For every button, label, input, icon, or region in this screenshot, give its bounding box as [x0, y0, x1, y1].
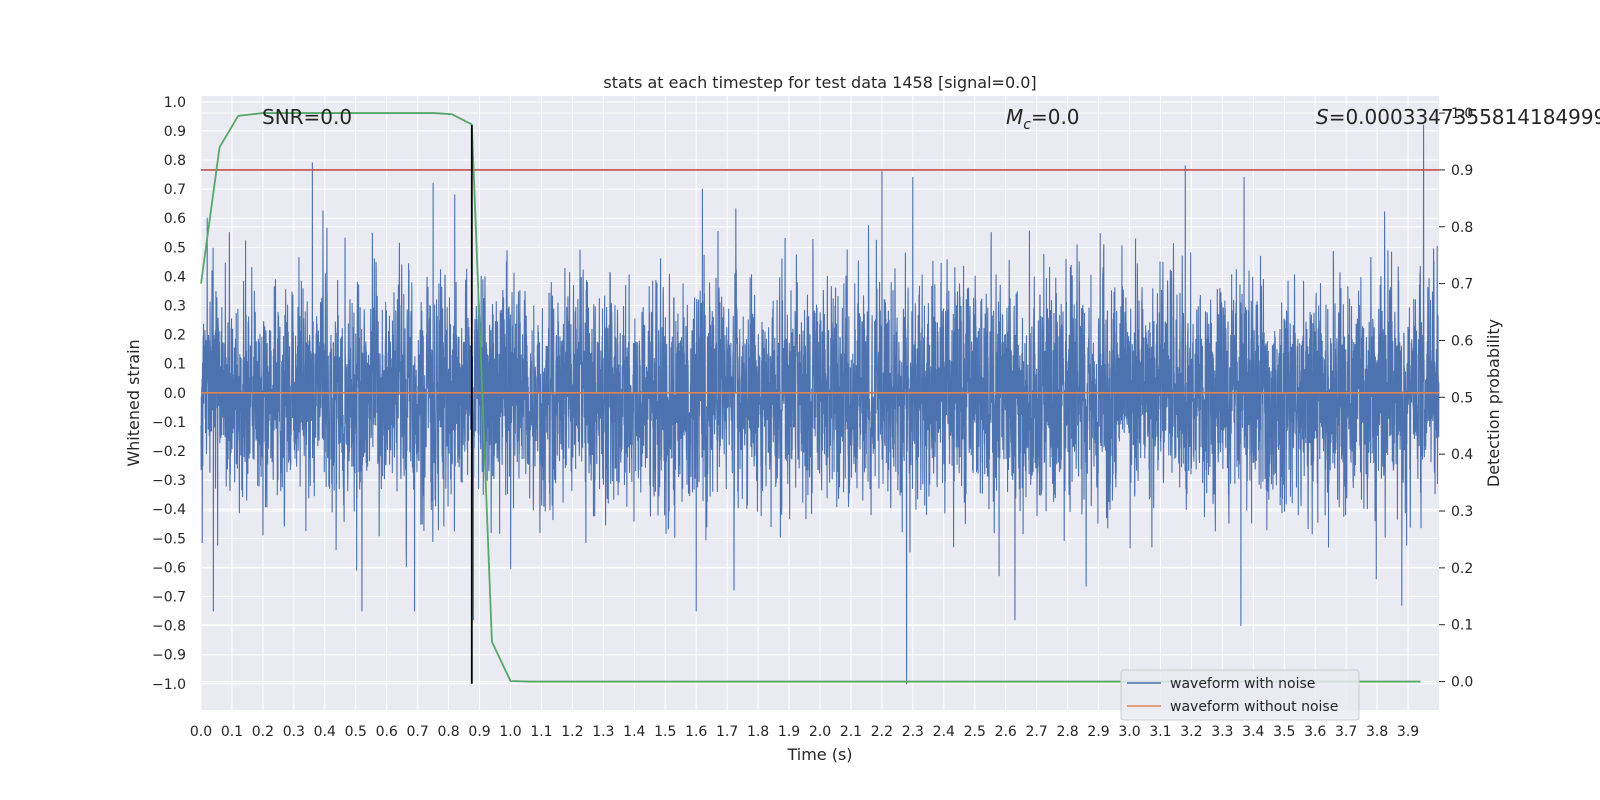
- x-tick-label: 2.7: [1026, 724, 1048, 740]
- x-tick-label: 2.0: [809, 724, 831, 740]
- y-tick-label: −0.1: [152, 415, 186, 431]
- x-tick-label: 0.5: [345, 724, 367, 740]
- x-tick-label: 0.2: [252, 724, 274, 740]
- y-tick-label: −0.6: [152, 560, 186, 576]
- x-tick-label: 2.2: [871, 724, 893, 740]
- x-tick-label: 3.6: [1304, 724, 1326, 740]
- x-tick-label: 1.6: [685, 724, 707, 740]
- x-tick-label: 2.6: [995, 724, 1017, 740]
- x-tick-label: 1.3: [592, 724, 614, 740]
- legend: waveform with noise waveform without noi…: [1120, 669, 1360, 721]
- x-tick-label: 0.7: [407, 724, 429, 740]
- y-tick-label: 0.2: [164, 328, 186, 344]
- y2-tick-label: 0.0: [1451, 675, 1473, 691]
- x-tick-label: 0.0: [190, 724, 212, 740]
- y2-tick-label: 0.4: [1451, 447, 1473, 463]
- y-tick-label: −1.0: [152, 677, 186, 693]
- y2-tick-label: 1.0: [1451, 106, 1473, 122]
- y-tick-label: 0.6: [164, 211, 186, 227]
- x-tick-label: 2.5: [964, 724, 986, 740]
- mc-annotation: Mc=0.0: [1006, 105, 1080, 133]
- x-tick-label: 0.6: [376, 724, 398, 740]
- x-tick-label: 3.8: [1366, 724, 1388, 740]
- legend-box: [1120, 669, 1360, 721]
- x-axis-ticks: 0.0 0.1 0.2 0.3 0.4 0.5 0.6 0.7 0.8 0.9 1.0 1.1 1.2 1…: [190, 724, 1419, 740]
- y2-axis-ticks: 1.0 0.9 0.8 0.7 0.6 0.5 0.4 0.3 0.2 0.1 0.0: [1439, 106, 1473, 691]
- y2-tick-label: 0.3: [1451, 504, 1473, 520]
- y-tick-label: 0.0: [164, 386, 186, 402]
- y2-tick-label: 0.9: [1451, 163, 1473, 179]
- y-tick-label: 0.1: [164, 357, 186, 373]
- x-tick-label: 2.3: [902, 724, 924, 740]
- x-tick-label: 0.1: [221, 724, 243, 740]
- x-tick-label: 1.5: [654, 724, 676, 740]
- y-tick-label: −0.8: [152, 619, 186, 635]
- y-tick-label: −0.7: [152, 590, 186, 606]
- x-tick-label: 1.8: [747, 724, 769, 740]
- x-tick-label: 1.4: [623, 724, 645, 740]
- x-tick-label: 0.9: [468, 724, 490, 740]
- y2-tick-label: 0.7: [1451, 277, 1473, 293]
- y-tick-label: −0.5: [152, 531, 186, 547]
- x-tick-label: 2.4: [933, 724, 955, 740]
- x-tick-label: 0.3: [283, 724, 305, 740]
- x-tick-label: 2.8: [1056, 724, 1078, 740]
- y-tick-label: −0.4: [152, 502, 186, 518]
- x-tick-label: 2.1: [840, 724, 862, 740]
- s-annotation: S=0.00033473558141849995: [1316, 105, 1600, 129]
- x-tick-label: 1.0: [499, 724, 521, 740]
- x-tick-label: 0.4: [314, 724, 336, 740]
- x-tick-label: 1.9: [778, 724, 800, 740]
- y2-tick-label: 0.2: [1451, 561, 1473, 577]
- legend-label-noisy: waveform with noise: [1170, 676, 1315, 692]
- series-detection-probability: [200, 112, 1421, 683]
- noisy-waveform-layer: [200, 124, 1440, 685]
- y-tick-label: 0.8: [164, 153, 186, 169]
- y-tick-label: 0.7: [164, 182, 186, 198]
- mc-value: =0.0: [1031, 105, 1080, 129]
- x-tick-label: 0.8: [437, 724, 459, 740]
- x-tick-label: 3.9: [1397, 724, 1419, 740]
- y-axis-label: Whitened strain: [124, 339, 143, 466]
- y2-tick-label: 0.5: [1451, 390, 1473, 406]
- x-tick-label: 3.0: [1118, 724, 1140, 740]
- y-tick-label: −0.3: [152, 473, 186, 489]
- x-tick-label: 3.2: [1180, 724, 1202, 740]
- y-tick-label: 0.5: [164, 240, 186, 256]
- mc-symbol: M: [1006, 105, 1023, 129]
- legend-label-clean: waveform without noise: [1170, 699, 1338, 715]
- mc-subscript: c: [1023, 117, 1031, 133]
- y2-tick-label: 0.6: [1451, 333, 1473, 349]
- s-value: =0.00033473558141849995: [1329, 105, 1600, 129]
- y-tick-label: 0.9: [164, 124, 186, 140]
- y2-axis-label: Detection probability: [1484, 319, 1503, 487]
- x-tick-label: 1.2: [561, 724, 583, 740]
- x-tick-label: 3.7: [1335, 724, 1357, 740]
- y-tick-label: −0.9: [152, 648, 186, 664]
- x-tick-label: 3.3: [1211, 724, 1233, 740]
- s-symbol: S: [1316, 105, 1329, 129]
- y-tick-label: −0.2: [152, 444, 186, 460]
- x-tick-label: 1.1: [530, 724, 552, 740]
- x-axis-label: Time (s): [786, 745, 852, 764]
- series-waveform-with-noise: [200, 124, 1440, 685]
- y-tick-label: 1.0: [164, 95, 186, 111]
- x-tick-label: 3.5: [1273, 724, 1295, 740]
- y-axis-ticks: 1.0 0.9 0.8 0.7 0.6 0.5 0.4 0.3 0.2 0.1 0.0 −0.1 −0.…: [152, 95, 186, 693]
- x-tick-label: 3.4: [1242, 724, 1264, 740]
- y2-tick-label: 0.8: [1451, 220, 1473, 236]
- x-tick-label: 3.1: [1149, 724, 1171, 740]
- y-tick-label: 0.4: [164, 269, 186, 285]
- snr-annotation: SNR=0.0: [262, 105, 352, 129]
- y2-tick-label: 0.1: [1451, 618, 1473, 634]
- x-tick-label: 1.7: [716, 724, 738, 740]
- y-tick-label: 0.3: [164, 299, 186, 315]
- x-tick-label: 2.9: [1087, 724, 1109, 740]
- lines-layer: [200, 112, 1439, 684]
- chart-title: stats at each timestep for test data 145…: [603, 73, 1036, 92]
